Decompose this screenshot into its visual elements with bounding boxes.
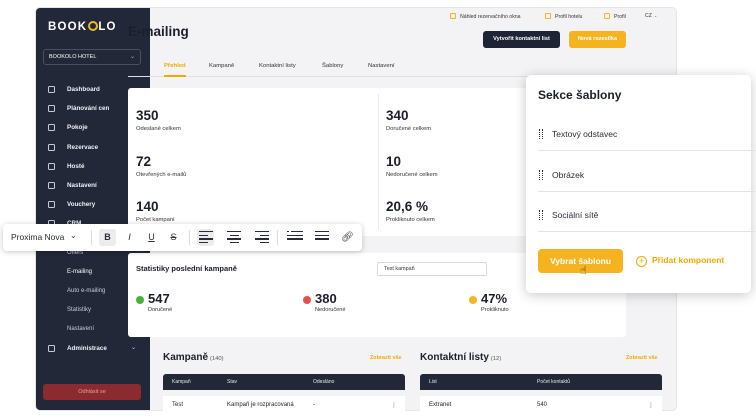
stat-delivered: 340 Doručené celkem [386, 108, 432, 132]
template-sections-panel: Sekce šablony Textový odstavec Obrázek S… [526, 75, 756, 293]
yellow-dot-icon [469, 296, 477, 304]
sidebar-subitem-auto-emailing[interactable]: Auto e-mailing [67, 287, 106, 294]
campaigns-table-header: Kampaň Stav Odesláno [163, 374, 405, 390]
campaigns-title: Kampaně (140) [163, 352, 224, 363]
more-icon[interactable]: ⋮ [391, 403, 397, 409]
tab-contact-lists[interactable]: Kontaktní listy [259, 63, 296, 69]
divider [378, 94, 379, 230]
create-contact-list-button[interactable]: Vytvořit kontaktní list [483, 31, 560, 48]
campaign-select[interactable]: Test kampaň [377, 262, 487, 276]
chevron-down-icon: ⌄ [129, 54, 135, 60]
link-button[interactable]: 🔗︎ [339, 229, 356, 246]
sidebar-subitem-offers[interactable]: Offers [67, 249, 84, 256]
drag-handle-icon[interactable] [539, 170, 543, 180]
add-component-button[interactable]: + Přidat komponent [636, 255, 724, 267]
plus-circle-icon: + [636, 256, 647, 267]
language-select[interactable]: CZ ⌄ [645, 13, 658, 19]
hotel-profile-link[interactable]: Profil hotelu [545, 13, 582, 20]
logo: BOOK LO [48, 21, 117, 33]
kpi-undelivered: 380 Nedoručené [303, 291, 345, 313]
logout-button[interactable]: Odhlásit se [43, 384, 141, 400]
table-row[interactable]: Test Kampaň je rozpracovaná - ⋮ [163, 396, 405, 414]
user-icon [604, 13, 610, 19]
preview-link[interactable]: Náhled rezervačního okna [450, 13, 521, 20]
stat-campaigns: 140 Počet kampaní [136, 199, 175, 223]
green-dot-icon [136, 296, 144, 304]
divider [91, 230, 92, 245]
new-newsletter-button[interactable]: Nová rozesílka [569, 31, 626, 48]
contact-lists-title: Kontaktní listy (12) [420, 352, 502, 363]
sidebar-subitem-statistics[interactable]: Statistiky [67, 306, 92, 313]
align-left-button[interactable] [197, 229, 214, 246]
align-center-button[interactable] [225, 229, 242, 246]
drag-handle-icon[interactable] [539, 210, 543, 220]
campaigns-show-all-link[interactable]: Zobrazit vše [370, 355, 402, 361]
numbered-list-icon [315, 231, 332, 244]
inbox-icon [48, 143, 55, 151]
star-icon [545, 13, 551, 19]
stat-sent: 350 Odeslané celkem [136, 108, 181, 132]
tab-settings[interactable]: Nastavení [368, 63, 395, 69]
chart-icon [48, 344, 55, 352]
align-center-icon [227, 231, 244, 244]
hotel-select[interactable]: BOOKOLO HOTEL ⌄ [43, 49, 141, 65]
hand-cursor-icon: ☝︎ [580, 265, 587, 277]
logo-ring-icon [87, 21, 98, 31]
last-campaign-title: Statistiky poslední kampaně [136, 264, 237, 273]
tab-campaigns[interactable]: Kampaně [209, 63, 235, 69]
kpi-delivered: 547 Doručené [136, 291, 172, 313]
align-right-button[interactable] [253, 229, 270, 246]
drag-handle-icon[interactable] [539, 129, 543, 139]
font-family-select[interactable]: Proxima Nova [11, 232, 65, 242]
users-icon [48, 162, 55, 170]
stat-undelivered: 10 Nedoručené celkem [386, 154, 438, 178]
sidebar-subitem-settings[interactable]: Nastavení [67, 325, 95, 332]
choose-template-button[interactable]: Vybrat šablonu [538, 249, 623, 273]
home-icon [48, 124, 55, 132]
bullet-list-icon [289, 231, 306, 244]
panel-item-social[interactable]: Sociální sítě [538, 198, 756, 232]
tab-overview[interactable]: Přehled [164, 63, 186, 77]
italic-button[interactable]: I [128, 232, 131, 242]
more-icon[interactable]: ⋮ [648, 403, 654, 409]
sidebar-item-admin[interactable]: Administrace ⌄ [36, 339, 150, 358]
divider [189, 230, 190, 245]
strike-button[interactable]: S [170, 232, 177, 242]
align-right-icon [255, 231, 272, 244]
table-row[interactable]: Extranet 540 ⋮ [420, 396, 662, 414]
chevron-down-icon: ⌄ [130, 344, 136, 351]
underline-button[interactable]: U [148, 232, 155, 242]
topbar: Náhled rezervačního okna Profil hotelu P… [150, 8, 676, 24]
divider [277, 230, 278, 245]
stat-clicked: 20,6 % Prokliknuto celkem [386, 199, 435, 223]
align-left-icon [199, 231, 216, 244]
bold-button[interactable]: B [99, 229, 116, 246]
panel-item-text-paragraph[interactable]: Textový odstavec [538, 117, 756, 151]
sliders-icon [48, 181, 55, 189]
link-icon: 🔗︎ [341, 232, 354, 243]
text-format-toolbar: Proxima Nova ⌄ B I U S 🔗︎ [3, 224, 362, 251]
bullet-list-button[interactable] [288, 229, 305, 246]
kpi-clicked: 47% Prokliknuto [469, 291, 509, 313]
edit-icon [450, 13, 456, 19]
sidebar-subitem-emailing[interactable]: E-mailing [67, 268, 93, 275]
chevron-down-icon: ⌄ [653, 13, 658, 19]
stat-opened: 72 Otevřených e-mailů [136, 154, 187, 178]
database-icon [48, 105, 55, 113]
contacts-table-header: List Počet kontaktů [420, 374, 662, 390]
chevron-down-icon[interactable]: ⌄ [70, 231, 77, 240]
ticket-icon [48, 201, 55, 209]
panel-item-image[interactable]: Obrázek [538, 158, 756, 192]
profile-link[interactable]: Profil [604, 13, 626, 20]
tab-bar: Přehled Kampaně Kontaktní listy Šablony … [128, 60, 640, 77]
red-dot-icon [303, 296, 311, 304]
monitor-icon [48, 86, 55, 93]
page-title: E-mailing [128, 24, 189, 39]
numbered-list-button[interactable] [314, 229, 331, 246]
tab-templates[interactable]: Šablony [322, 63, 344, 69]
panel-title: Sekce šablony [538, 88, 622, 102]
contacts-show-all-link[interactable]: Zobrazit vše [626, 355, 658, 361]
